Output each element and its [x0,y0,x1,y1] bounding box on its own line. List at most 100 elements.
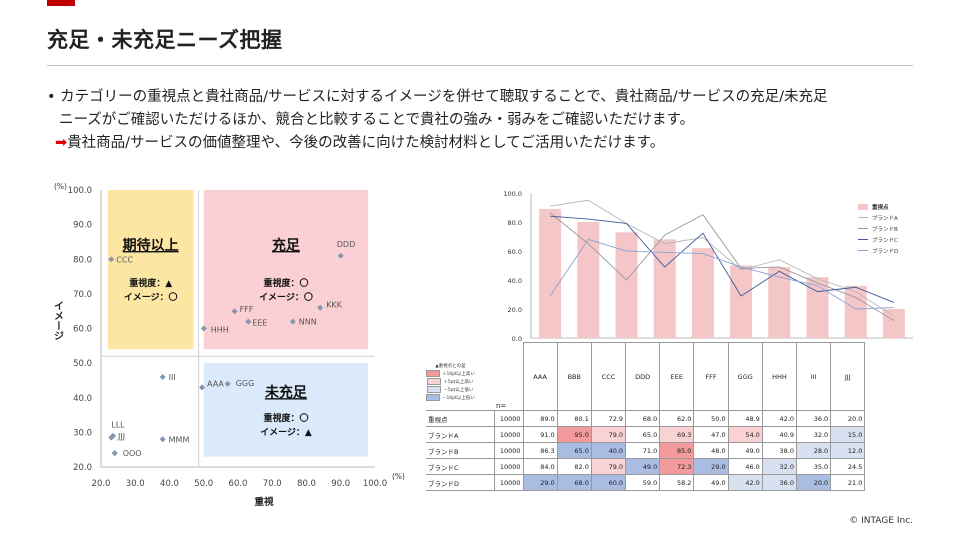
scatter-point-label: KKK [326,301,342,310]
scatter-point [200,325,207,332]
scatter-point-label: NNN [299,318,317,327]
table-legend-item: ＋5pt以上高い [426,377,475,386]
scatter-point-label: EEE [252,319,267,328]
y-axis-label: イメージ [52,300,64,340]
bar-AAA [539,208,562,338]
y-tick-label: 50.0 [73,359,92,369]
quadrant-line2: イメージ：〇 [259,291,313,303]
column-header: III [795,342,832,411]
column-header: BBB [556,342,592,411]
scatter-point [199,384,206,391]
row-name: ブランドD [426,474,495,491]
x-tick-label: 90.0 [331,479,350,489]
table-legend-title: ▲重視点との差 [435,363,466,369]
row-name: ブランドB [426,442,495,459]
x-tick-label: 20.0 [92,479,111,489]
bar-y-tick-label: 40.0 [508,277,522,285]
column-header: AAA [522,342,558,411]
quadrant-1 [203,190,369,350]
table-cell: 42.0 [727,474,763,491]
quadrant-line1: 重視度：▲ [129,277,172,289]
table-cell: 15.0 [830,426,866,443]
line-series-0 [550,199,895,317]
legend-label: ブランドB [872,225,898,233]
x-tick-label: 40.0 [160,479,179,489]
table-legend-swatch [426,369,440,377]
scatter-point [111,450,118,457]
bar-III [844,285,867,338]
n-label: n= [496,402,507,410]
copyright: © INTAGE Inc. [849,516,913,526]
table-cell: 86.3 [522,442,558,459]
legend-swatch-bar [858,204,868,210]
quadrant-line1: 重視度：〇 [263,277,308,289]
y-unit: (%) [54,182,67,191]
legend-label: ブランドD [872,247,898,255]
line-series-2 [550,215,895,303]
bullet-text-1-cont: ニーズがご確認いただけるほか、競合と比較することで貴社の強み・弱みをご確認いただ… [59,112,695,128]
table-legend-label: －10pt以上低い [442,395,475,401]
bar-y-tick-label: 80.0 [508,219,522,227]
table-cell: 79.0 [590,458,627,475]
table-legend: ▲重視点との差 ＋10pt以上高い ＋5pt以上高い －5pt以上低い －10pt以上低… [426,343,494,411]
page-title: 充足・未充足ニーズ把握 [47,28,283,52]
table-cell: 50.0 [693,410,729,427]
y-tick-label: 40.0 [73,394,92,404]
x-tick-label: 30.0 [126,479,145,489]
table-cell: 48.0 [693,442,729,459]
table-cell: 91.0 [522,426,558,443]
scatter-point-label: HHH [211,326,229,335]
scatter-point [289,318,296,325]
table-cell: 36.0 [761,474,798,491]
table-cell: 62.0 [659,410,695,427]
column-header: FFF [693,342,729,411]
table-legend-swatch [426,393,440,401]
scatter-point [159,373,166,380]
table-cell: 47.0 [693,426,729,443]
bar-GGG [768,267,791,338]
column-header: CCC [590,342,627,411]
x-unit: (%) [392,472,405,481]
bar-CCC [615,232,638,338]
x-tick-label: 50.0 [194,479,213,489]
x-tick-label: 100.0 [363,479,387,489]
scatter-point [108,256,115,263]
bar-EEE [691,248,714,338]
column-header: HHH [761,342,798,411]
y-tick-label: 70.0 [73,290,92,300]
accent-bar [47,0,75,6]
scatter-point [231,308,238,315]
quadrant-line1: 重視度：〇 [263,412,308,424]
row-n: 10000 [493,458,524,475]
table-cell: 49.0 [625,458,661,475]
line-series-3 [549,238,894,310]
table-legend-label: －5pt以上低い [443,387,474,393]
table-cell: 49.0 [727,442,763,459]
bar-y-tick-label: 60.0 [508,248,522,256]
column-header: DDD [625,342,661,411]
table-cell: 49.0 [693,474,729,491]
y-tick-label: 100.0 [68,186,92,196]
x-tick-label: 70.0 [263,479,282,489]
table-cell: 32.0 [761,458,798,475]
table-legend-label: ＋10pt以上高い [442,371,475,377]
bar-BBB [577,221,600,338]
comparison-table: ▲重視点との差 ＋10pt以上高い ＋5pt以上高い －5pt以上低い －10pt以上低… [426,342,866,491]
table-cell: 71.0 [625,442,661,459]
table-cell: 29.0 [693,458,729,475]
y-tick-label: 30.0 [73,428,92,438]
table-cell: 46.0 [727,458,763,475]
bar-y-tick-label: 100.0 [503,190,522,198]
table-cell: 69.3 [659,426,695,443]
row-name: 重視点 [426,410,495,427]
scatter-point-label: III [169,373,176,382]
row-n: 10000 [493,474,524,491]
table-cell: 65.0 [556,442,592,459]
table-row: ブランドB 10000 86.3 65.0 40.0 71.0 85.0 48.0 49.0 38… [426,442,866,459]
scatter-point-label: JJJ [117,432,125,441]
y-tick-label: 80.0 [73,255,92,265]
table-cell: 95.0 [556,426,592,443]
scatter-point [111,450,118,457]
table-row: ブランドC 10000 84.0 82.0 79.0 49.0 72.3 29.0 46.0 32… [426,458,866,475]
bar-y-tick-label: 20.0 [508,306,522,314]
